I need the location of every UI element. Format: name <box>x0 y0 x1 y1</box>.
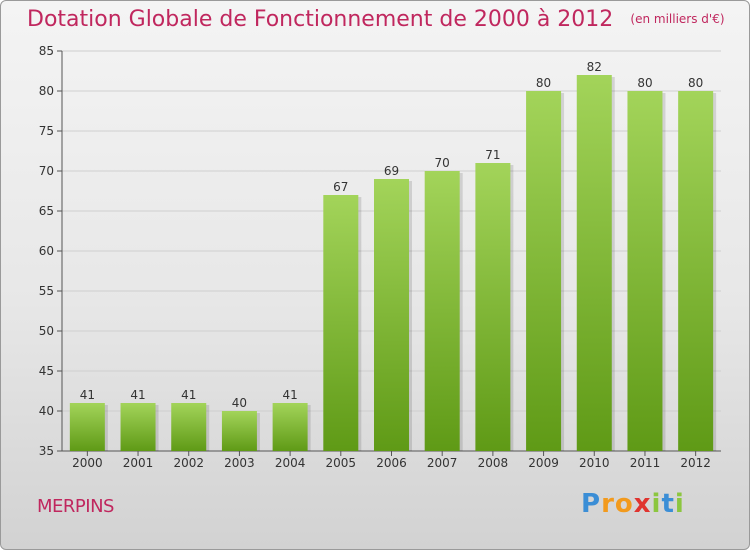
bar <box>526 91 562 451</box>
chart-title: Dotation Globale de Fonctionnement de 20… <box>27 7 614 32</box>
commune-name: MERPINS <box>37 496 114 517</box>
x-tick-label: 2005 <box>326 456 357 470</box>
x-tick-label: 2009 <box>528 456 559 470</box>
x-tick-label: 2002 <box>173 456 204 470</box>
y-tick-label: 65 <box>39 204 54 218</box>
x-tick-label: 2001 <box>123 456 154 470</box>
bar <box>576 75 612 451</box>
bar-value-label: 82 <box>587 60 602 74</box>
bar <box>475 163 511 451</box>
y-tick-label: 75 <box>39 124 54 138</box>
x-tick-label: 2012 <box>680 456 711 470</box>
x-tick-label: 2003 <box>224 456 255 470</box>
bar-value-label: 41 <box>80 388 95 402</box>
bar <box>424 171 460 451</box>
bar-value-label: 40 <box>232 396 247 410</box>
bar-value-label: 80 <box>536 76 551 90</box>
bar-value-label: 41 <box>282 388 297 402</box>
bar-value-label: 67 <box>333 180 348 194</box>
bar-value-label: 70 <box>435 156 450 170</box>
x-tick-label: 2004 <box>275 456 306 470</box>
bar-value-label: 80 <box>637 76 652 90</box>
bar <box>627 91 663 451</box>
y-tick-label: 80 <box>39 84 54 98</box>
bar <box>221 411 257 451</box>
y-tick-label: 50 <box>39 324 54 338</box>
x-tick-label: 2006 <box>376 456 407 470</box>
x-tick-label: 2010 <box>579 456 610 470</box>
labels: 35 40 45 50 55 60 65 70 75 80 85 2000 41 2001 41 2002 41… <box>39 44 711 470</box>
bar <box>678 91 714 451</box>
bar-value-label: 41 <box>130 388 145 402</box>
bar-value-label: 80 <box>688 76 703 90</box>
bar <box>69 403 105 451</box>
y-tick-label: 85 <box>39 44 54 58</box>
proxiti-logo: Proxiti <box>581 489 685 519</box>
y-tick-label: 35 <box>39 444 54 458</box>
x-tick-label: 2000 <box>72 456 103 470</box>
x-tick-label: 2007 <box>427 456 458 470</box>
chart-title-block: Dotation Globale de Fonctionnement de 20… <box>27 7 725 32</box>
bar-value-label: 69 <box>384 164 399 178</box>
bar-value-label: 71 <box>485 148 500 162</box>
y-tick-label: 60 <box>39 244 54 258</box>
x-tick-label: 2008 <box>478 456 509 470</box>
bar-value-label: 41 <box>181 388 196 402</box>
bar <box>171 403 207 451</box>
unit-note: (en milliers d'€) <box>630 12 725 26</box>
y-tick-label: 55 <box>39 284 54 298</box>
bar <box>272 403 308 451</box>
x-tick-label: 2011 <box>630 456 661 470</box>
bars <box>69 75 717 451</box>
bar <box>323 195 359 451</box>
y-tick-label: 70 <box>39 164 54 178</box>
y-tick-label: 40 <box>39 404 54 418</box>
bar <box>120 403 156 451</box>
bar <box>374 179 409 451</box>
y-tick-label: 45 <box>39 364 54 378</box>
